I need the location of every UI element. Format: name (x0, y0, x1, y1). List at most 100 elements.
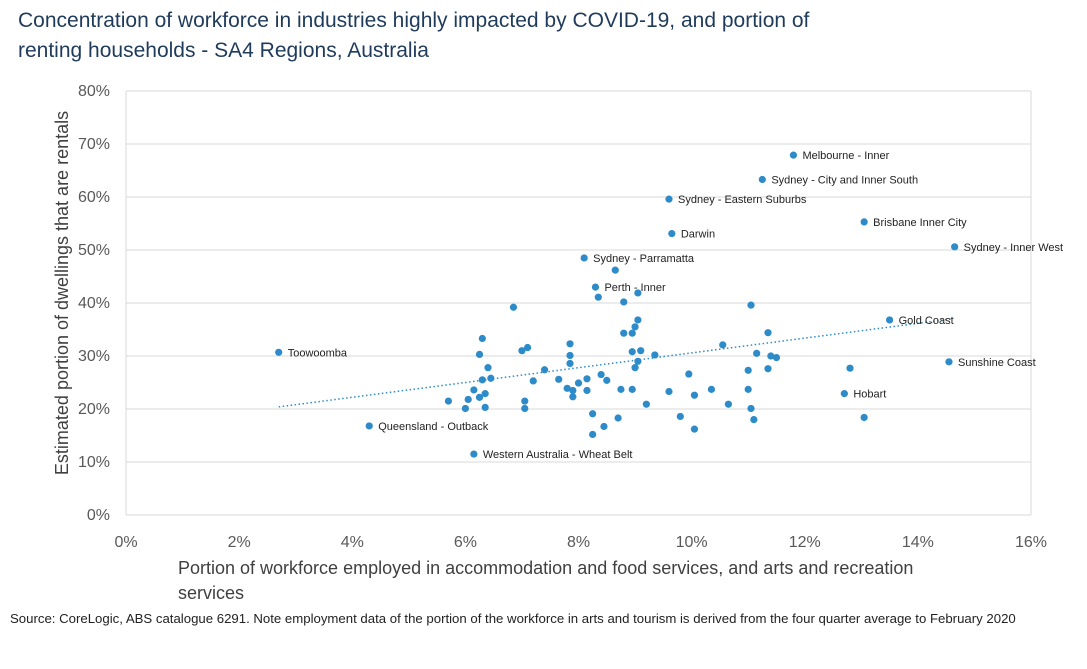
point-label: Brisbane Inner City (873, 217, 967, 229)
x-tick-label: 6% (454, 534, 477, 551)
point-label: Western Australia - Wheat Belt (483, 449, 633, 461)
data-point (665, 387, 673, 396)
data-point (611, 266, 619, 274)
data-point (484, 364, 492, 372)
data-point (628, 348, 636, 356)
data-point (719, 341, 727, 349)
y-tick-label: 30% (78, 348, 110, 365)
data-point (744, 366, 752, 374)
data-point (676, 412, 684, 421)
x-tick-label: 2% (228, 534, 251, 551)
data-point (628, 385, 636, 393)
y-tick-label: 20% (78, 401, 110, 418)
data-point (750, 416, 758, 424)
data-point (481, 390, 489, 398)
data-point (634, 357, 642, 365)
data-point (569, 386, 577, 395)
data-point (707, 385, 716, 393)
data-point (600, 422, 608, 431)
chart-title-line2: renting households - SA4 Regions, Austra… (18, 39, 429, 62)
x-axis-label-line2: services (178, 583, 244, 603)
data-point (744, 385, 752, 393)
data-point (764, 329, 772, 337)
data-point (690, 391, 699, 399)
y-tick-label: 40% (78, 295, 110, 312)
x-tick-label: 4% (341, 534, 364, 551)
data-point (767, 352, 775, 360)
data-point-labelled (665, 195, 673, 203)
x-tick-label: 12% (789, 534, 821, 551)
data-point (583, 375, 591, 383)
data-point-labelled (860, 218, 868, 226)
point-label: Sydney - Eastern Suburbs (678, 194, 807, 206)
data-point (685, 370, 693, 378)
data-point-labelled (945, 358, 953, 366)
x-tick-label: 14% (902, 534, 934, 551)
data-point (509, 303, 518, 311)
point-label: Toowoomba (288, 347, 348, 359)
data-point (634, 316, 642, 324)
data-point (521, 404, 529, 413)
data-point (631, 364, 639, 372)
data-point (631, 323, 639, 331)
chart-title-line1: Concentration of workforce in industries… (18, 9, 810, 32)
data-point (747, 301, 755, 309)
x-axis-label-line1: Portion of workforce employed in accommo… (178, 558, 913, 578)
data-point (764, 365, 772, 373)
data-point (464, 395, 472, 404)
x-tick-label: 0% (114, 534, 137, 551)
data-point (478, 376, 486, 384)
point-label: Melbourne - Inner (802, 150, 889, 162)
data-point (555, 375, 563, 383)
data-point (589, 430, 597, 439)
data-point (594, 293, 602, 301)
data-point-labelled (668, 229, 676, 238)
data-point (753, 349, 761, 357)
data-point (860, 413, 868, 422)
data-point-labelled (951, 243, 959, 251)
x-tick-label: 16% (1015, 534, 1047, 551)
data-point-labelled (840, 390, 848, 398)
data-point (617, 385, 625, 393)
chart-title: Concentration of workforce in industries… (18, 6, 1018, 66)
data-point (614, 414, 622, 422)
y-tick-label: 70% (78, 136, 110, 153)
point-label: Sydney - City and Inner South (771, 175, 918, 187)
scatter-chart: Melbourne - Inner Sydney - City and Inner… (52, 83, 1063, 603)
data-point (620, 298, 628, 306)
data-point (651, 351, 659, 359)
data-point (583, 386, 591, 395)
data-point-labelled (580, 254, 588, 262)
x-tick-label: 10% (676, 534, 708, 551)
data-point (772, 353, 781, 362)
data-point-labelled (758, 175, 766, 184)
y-tick-label: 50% (78, 242, 110, 259)
data-point (589, 410, 597, 418)
point-label: Perth - Inner (604, 282, 665, 294)
data-point (628, 329, 636, 337)
point-label: Sydney - Inner West (964, 242, 1063, 254)
data-point (566, 359, 574, 368)
y-tick-label: 80% (78, 83, 110, 100)
y-tick-label: 60% (78, 189, 110, 206)
data-point (574, 379, 583, 387)
data-point (478, 334, 486, 343)
point-label: Darwin (681, 229, 715, 241)
data-point (529, 377, 537, 385)
data-point (487, 374, 495, 382)
data-point (620, 329, 628, 337)
x-tick-label: 8% (567, 534, 590, 551)
data-point (461, 404, 469, 413)
data-point (603, 376, 611, 384)
trendline (278, 318, 952, 408)
gridlines (125, 90, 1032, 516)
data-point (518, 347, 526, 355)
y-axis-label: Estimated portion of dwellings that are … (52, 111, 72, 475)
data-point (540, 366, 549, 374)
data-point (566, 340, 574, 348)
data-point (521, 397, 529, 405)
data-point (724, 400, 732, 408)
data-point (690, 425, 699, 433)
point-label: Queensland - Outback (378, 421, 489, 433)
data-point-labelled (470, 450, 478, 458)
